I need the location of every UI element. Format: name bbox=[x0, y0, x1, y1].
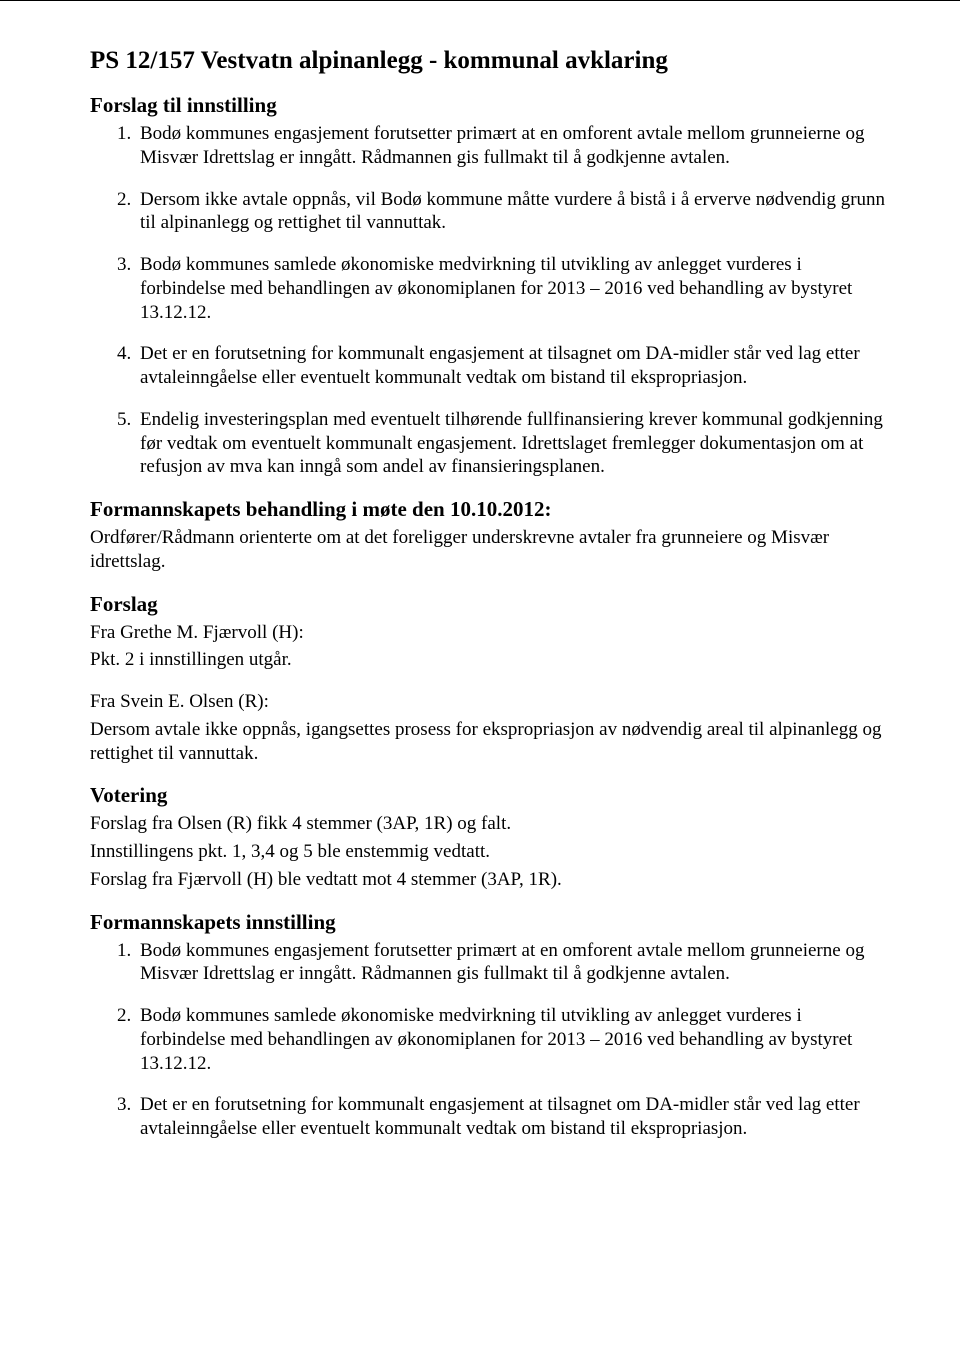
list-item: Bodø kommunes samlede økonomiske medvirk… bbox=[136, 1004, 890, 1075]
list-item: Det er en forutsetning for kommunalt eng… bbox=[136, 1093, 890, 1141]
list-item: Bodø kommunes engasjement forutsetter pr… bbox=[136, 939, 890, 987]
innstilling-heading: Formannskapets innstilling bbox=[90, 910, 890, 935]
votering-heading: Votering bbox=[90, 783, 890, 808]
list-item: Bodø kommunes engasjement forutsetter pr… bbox=[136, 122, 890, 170]
page: PS 12/157 Vestvatn alpinanlegg - kommuna… bbox=[0, 0, 960, 1362]
proposal-author-2: Fra Svein E. Olsen (R): bbox=[90, 690, 890, 714]
forslag-heading: Forslag til innstilling bbox=[90, 93, 890, 118]
votering-line-3: Forslag fra Fjærvoll (H) ble vedtatt mot… bbox=[90, 868, 890, 892]
proposal-author-1: Fra Grethe M. Fjærvoll (H): bbox=[90, 621, 890, 645]
forslag2-heading: Forslag bbox=[90, 592, 890, 617]
page-title: PS 12/157 Vestvatn alpinanlegg - kommuna… bbox=[90, 47, 890, 75]
list-item: Endelig investeringsplan med eventuelt t… bbox=[136, 408, 890, 479]
behandling-heading: Formannskapets behandling i møte den 10.… bbox=[90, 497, 890, 522]
proposal-text-2: Dersom avtale ikke oppnås, igangsettes p… bbox=[90, 718, 890, 766]
votering-line-2: Innstillingens pkt. 1, 3,4 og 5 ble enst… bbox=[90, 840, 890, 864]
proposal-text-1: Pkt. 2 i innstillingen utgår. bbox=[90, 648, 890, 672]
forslag-list: Bodø kommunes engasjement forutsetter pr… bbox=[90, 122, 890, 479]
innstilling-list: Bodø kommunes engasjement forutsetter pr… bbox=[90, 939, 890, 1141]
list-item: Det er en forutsetning for kommunalt eng… bbox=[136, 342, 890, 390]
behandling-text: Ordfører/Rådmann orienterte om at det fo… bbox=[90, 526, 890, 574]
votering-line-1: Forslag fra Olsen (R) fikk 4 stemmer (3A… bbox=[90, 812, 890, 836]
list-item: Dersom ikke avtale oppnås, vil Bodø komm… bbox=[136, 188, 890, 236]
list-item: Bodø kommunes samlede økonomiske medvirk… bbox=[136, 253, 890, 324]
